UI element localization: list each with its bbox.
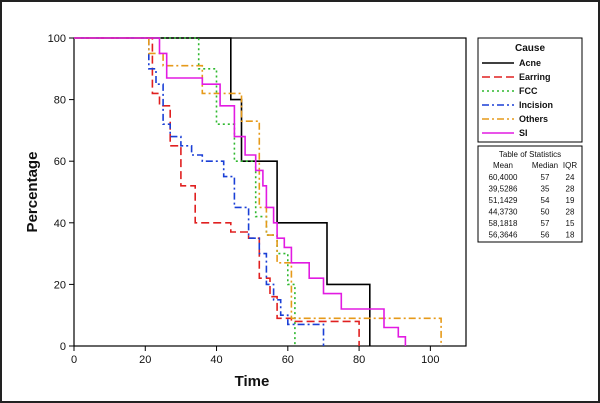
x-ticks: 0 20 40 60 80 100 <box>71 346 440 366</box>
legend-label-earring: Earring <box>519 72 551 82</box>
stats-cell-r1-c1: 35 <box>541 185 550 194</box>
stats-cell-r3-c2: 28 <box>566 208 575 217</box>
x-tick-label-100: 100 <box>421 354 439 366</box>
y-tick-label-20: 20 <box>54 279 66 291</box>
stats-cell-r5-c2: 18 <box>566 231 575 240</box>
series-line-incision <box>74 37 325 346</box>
series-line-si <box>74 37 407 346</box>
stats-cell-r2-c2: 19 <box>566 196 575 205</box>
stats-cell-r0-c2: 24 <box>566 173 575 182</box>
stats-header-mean: Mean <box>493 161 513 170</box>
series-line-acne <box>74 37 371 346</box>
x-tick-label-80: 80 <box>353 354 365 366</box>
stats-header-median: Median <box>532 161 558 170</box>
plot-area <box>73 37 467 347</box>
stats-cell-r4-c1: 57 <box>541 219 550 228</box>
legend: Cause Acne Earring FCC Incision Others SI <box>477 37 583 143</box>
stats-cell-r4-c2: 15 <box>566 219 575 228</box>
series-line-fcc <box>74 37 296 346</box>
y-tick-label-40: 40 <box>54 218 66 230</box>
legend-box <box>477 37 583 143</box>
stats-cell-r5-c1: 56 <box>541 231 550 240</box>
stats-cell-r1-c2: 28 <box>566 185 575 194</box>
x-tick-label-20: 20 <box>139 354 151 366</box>
stats-cell-r0-c1: 57 <box>541 173 550 182</box>
y-tick-label-60: 60 <box>54 156 66 168</box>
stats-cell-r3-c1: 50 <box>541 208 550 217</box>
stats-cell-r4-c0: 58,1818 <box>489 219 518 228</box>
stats-cell-r2-c0: 51,1429 <box>489 196 518 205</box>
x-tick-label-40: 40 <box>210 354 222 366</box>
stats-cell-r5-c0: 56,3646 <box>489 231 518 240</box>
legend-label-incision: Incision <box>519 100 553 110</box>
y-ticks: 0 20 40 60 80 100 <box>48 33 74 353</box>
y-tick-label-0: 0 <box>60 341 66 353</box>
x-axis-label: Time <box>235 373 270 390</box>
stats-header-iqr: IQR <box>563 161 577 170</box>
stats-cell-r3-c0: 44,3730 <box>489 208 518 217</box>
series-line-earring <box>74 37 360 346</box>
y-tick-label-80: 80 <box>54 95 66 107</box>
legend-label-acne: Acne <box>519 58 541 68</box>
stats-box <box>477 145 583 243</box>
x-tick-label-0: 0 <box>71 354 77 366</box>
stats-table: Table of Statistics Mean Median IQR 60,4… <box>477 145 583 243</box>
series-lines <box>74 37 442 346</box>
series-line-others <box>74 37 442 346</box>
y-axis-label: Percentage <box>24 152 41 233</box>
stats-cell-r0-c0: 60,4000 <box>489 173 518 182</box>
stats-cell-r1-c0: 39,5286 <box>489 185 518 194</box>
legend-label-si: SI <box>519 128 528 138</box>
stats-title: Table of Statistics <box>499 150 561 159</box>
x-tick-label-60: 60 <box>282 354 294 366</box>
legend-label-others: Others <box>519 114 548 124</box>
legend-label-fcc: FCC <box>519 86 538 96</box>
stats-cell-r2-c1: 54 <box>541 196 550 205</box>
legend-title: Cause <box>515 43 545 54</box>
y-tick-label-100: 100 <box>48 33 66 45</box>
